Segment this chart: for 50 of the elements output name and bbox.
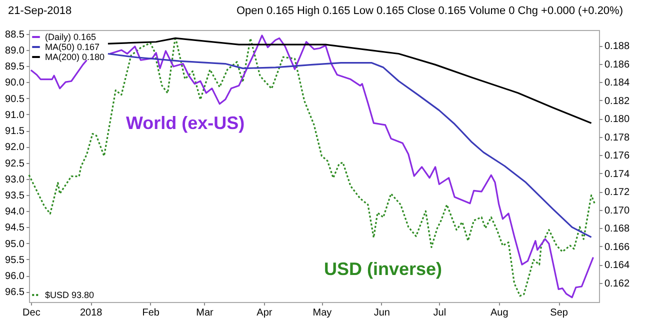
annotation: USD (inverse) <box>324 259 442 279</box>
y2-tick-label: 0.172 <box>604 187 630 198</box>
y2-tick-label: 0.164 <box>604 260 630 272</box>
legend-label: MA(200) 0.180 <box>45 52 105 62</box>
legend-label: (Daily) 0.165 <box>45 32 96 42</box>
y-tick-label: 93.5 <box>5 190 25 202</box>
x-tick-label: Dec <box>22 308 40 318</box>
x-tick-label: Aug <box>490 308 508 318</box>
y-tick-label: 96.5 <box>5 287 25 298</box>
y-tick-label: 95.5 <box>5 254 25 266</box>
y-tick-label: 90.0 <box>5 78 25 89</box>
y-tick-label: 91.0 <box>5 110 25 121</box>
y-tick-label: 93.0 <box>5 174 25 186</box>
text: Open 0.165 High 0.165 Low 0.165 Close 0.165 Volume 0 Chg +0.000 (+0.20%) <box>236 5 623 17</box>
y2-tick-label: 0.174 <box>604 168 630 180</box>
y-tick-label: 90.5 <box>5 94 25 105</box>
x-tick-label: Jun <box>374 308 390 318</box>
x-tick-label: Sep <box>550 308 568 318</box>
y2-tick-label: 0.180 <box>604 114 630 126</box>
y-tick-label: 88.5 <box>5 29 25 40</box>
y-tick-label: 89.5 <box>5 62 25 73</box>
y-tick-label: 96.0 <box>5 271 25 282</box>
x-tick-label: Apr <box>256 308 273 318</box>
y2-tick-label: 0.186 <box>604 59 630 70</box>
chart-subtitle: 21-Sep-2018 <box>8 5 72 17</box>
line-series <box>107 52 592 238</box>
y-tick-label: 94.5 <box>5 222 25 234</box>
y-tick-label: 91.5 <box>5 126 25 138</box>
y-tick-label: 89.0 <box>5 45 25 56</box>
y2-tick-label: 0.162 <box>604 278 630 290</box>
x-tick-label: Jul <box>433 308 446 318</box>
y-tick-label: 92.5 <box>5 158 25 170</box>
x-tick-label: 2018 <box>80 308 103 318</box>
legend-label: MA(50) 0.167 <box>45 42 100 52</box>
annotation: World (ex-US) <box>126 113 245 133</box>
y-tick-label: 95.0 <box>5 238 25 250</box>
x-tick-label: Feb <box>142 308 160 318</box>
x-tick-label: May <box>312 308 332 318</box>
x-tick-label: Mar <box>196 308 214 318</box>
y2-tick-label: 0.170 <box>604 205 630 216</box>
y2-tick-label: 0.184 <box>604 78 630 89</box>
y2-tick-label: 0.166 <box>604 242 630 253</box>
y2-tick-label: 0.178 <box>604 132 630 144</box>
legend-label: $USD 93.80 <box>45 290 94 300</box>
y2-tick-label: 0.182 <box>604 96 630 107</box>
y-tick-label: 94.0 <box>5 206 25 218</box>
y2-tick-label: 0.176 <box>604 150 630 162</box>
y2-tick-label: 0.188 <box>604 41 630 52</box>
y-tick-label: 92.0 <box>5 142 25 154</box>
y2-tick-label: 0.168 <box>604 224 630 235</box>
